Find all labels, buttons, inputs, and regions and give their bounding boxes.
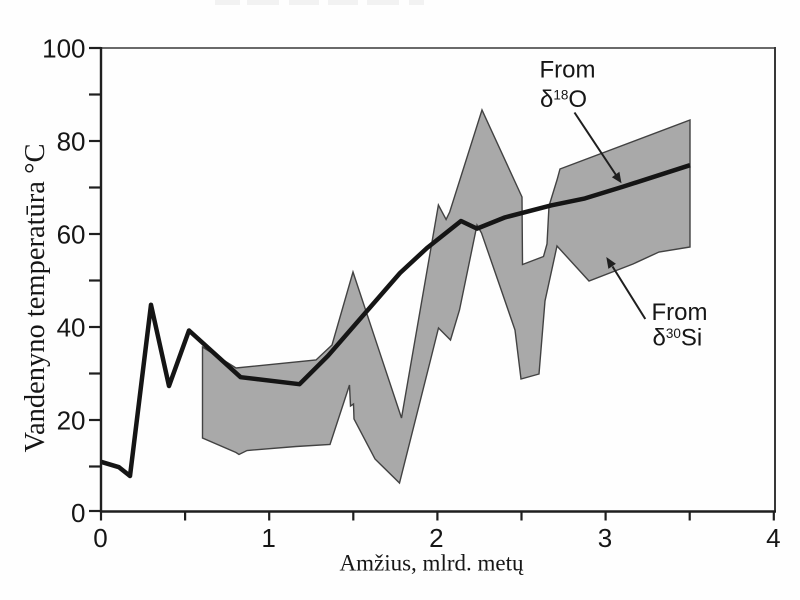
svg-text:From: From	[540, 57, 596, 84]
svg-text:δ18O: δ18O	[540, 86, 587, 113]
svg-text:Amžius, mlrd. metų: Amžius, mlrd. metų	[340, 551, 524, 576]
svg-text:4: 4	[766, 523, 780, 553]
svg-text:0: 0	[93, 523, 107, 553]
svg-text:100: 100	[42, 34, 85, 64]
svg-text:δ30Si: δ30Si	[653, 325, 703, 352]
svg-text:80: 80	[57, 127, 86, 157]
svg-text:1: 1	[261, 523, 275, 553]
svg-text:Vandenyno temperatūra °C: Vandenyno temperatūra °C	[20, 144, 51, 453]
svg-text:40: 40	[57, 313, 86, 343]
svg-text:2: 2	[429, 523, 443, 553]
svg-text:60: 60	[57, 220, 86, 250]
svg-text:From: From	[652, 299, 708, 326]
svg-text:20: 20	[57, 406, 86, 436]
svg-text:3: 3	[598, 523, 612, 553]
svg-text:0: 0	[71, 498, 85, 528]
